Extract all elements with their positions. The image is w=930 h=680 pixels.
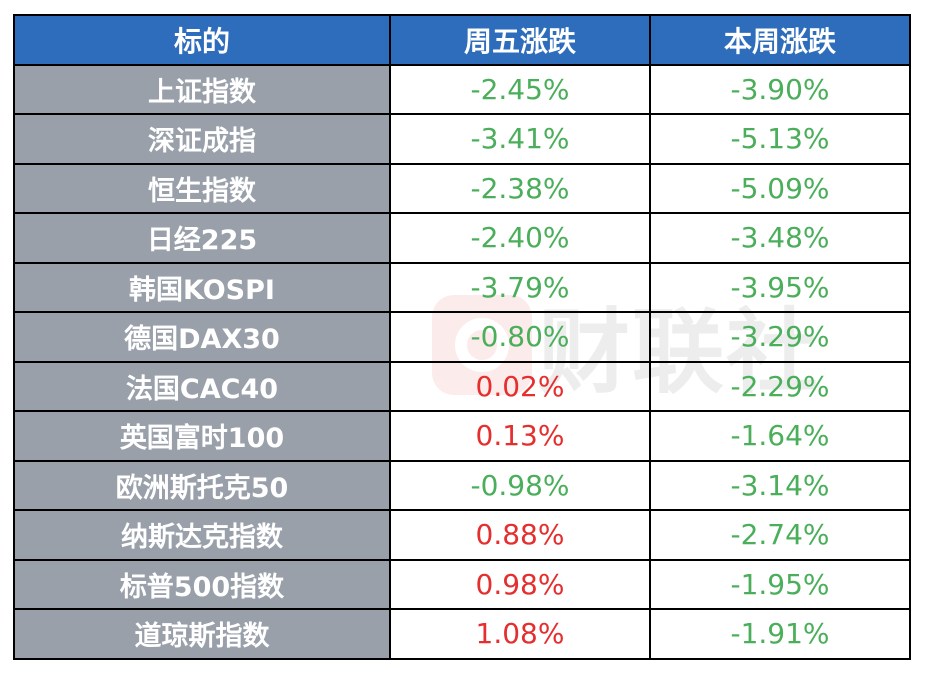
- friday-change: 1.08%: [389, 608, 651, 660]
- friday-change: -2.38%: [389, 162, 651, 214]
- weekly-change: -2.74%: [649, 509, 911, 561]
- weekly-change: -5.13%: [649, 113, 911, 165]
- header-weekly-change: 本周涨跌: [649, 14, 911, 66]
- weekly-change: -3.14%: [649, 459, 911, 511]
- instrument-name: 法国CAC40: [13, 360, 391, 412]
- header-instrument: 标的: [13, 14, 391, 66]
- instrument-name: 德国DAX30: [13, 311, 391, 363]
- table-row: 标普500指数 0.98% -1.95%: [13, 558, 911, 610]
- friday-change: -0.80%: [389, 311, 651, 363]
- friday-change: 0.88%: [389, 509, 651, 561]
- index-performance-table: 标的 周五涨跌 本周涨跌 上证指数 -2.45% -3.90% 深证成指 -3.41% -…: [13, 14, 911, 660]
- table-row: 道琼斯指数 1.08% -1.91%: [13, 608, 911, 660]
- table-row: 韩国KOSPI -3.79% -3.95%: [13, 261, 911, 313]
- instrument-name: 韩国KOSPI: [13, 261, 391, 313]
- friday-change: 0.02%: [389, 360, 651, 412]
- instrument-name: 纳斯达克指数: [13, 509, 391, 561]
- friday-change: -3.79%: [389, 261, 651, 313]
- table-row: 法国CAC40 0.02% -2.29%: [13, 360, 911, 412]
- table-row: 英国富时100 0.13% -1.64%: [13, 410, 911, 462]
- instrument-name: 恒生指数: [13, 162, 391, 214]
- instrument-name: 标普500指数: [13, 558, 391, 610]
- table-row: 欧洲斯托克50 -0.98% -3.14%: [13, 459, 911, 511]
- friday-change: 0.98%: [389, 558, 651, 610]
- table-row: 德国DAX30 -0.80% -3.29%: [13, 311, 911, 363]
- weekly-change: -3.90%: [649, 63, 911, 115]
- instrument-name: 英国富时100: [13, 410, 391, 462]
- friday-change: -2.45%: [389, 63, 651, 115]
- header-row: 标的 周五涨跌 本周涨跌: [13, 14, 911, 66]
- friday-change: -3.41%: [389, 113, 651, 165]
- friday-change: 0.13%: [389, 410, 651, 462]
- instrument-name: 道琼斯指数: [13, 608, 391, 660]
- weekly-change: -1.95%: [649, 558, 911, 610]
- weekly-change: -3.95%: [649, 261, 911, 313]
- instrument-name: 上证指数: [13, 63, 391, 115]
- header-friday-change: 周五涨跌: [389, 14, 651, 66]
- instrument-name: 深证成指: [13, 113, 391, 165]
- table-row: 纳斯达克指数 0.88% -2.74%: [13, 509, 911, 561]
- instrument-name: 欧洲斯托克50: [13, 459, 391, 511]
- table-row: 恒生指数 -2.38% -5.09%: [13, 162, 911, 214]
- weekly-change: -1.91%: [649, 608, 911, 660]
- friday-change: -0.98%: [389, 459, 651, 511]
- weekly-change: -3.48%: [649, 212, 911, 264]
- instrument-name: 日经225: [13, 212, 391, 264]
- weekly-change: -1.64%: [649, 410, 911, 462]
- weekly-change: -5.09%: [649, 162, 911, 214]
- table-row: 日经225 -2.40% -3.48%: [13, 212, 911, 264]
- table-row: 上证指数 -2.45% -3.90%: [13, 63, 911, 115]
- table-row: 深证成指 -3.41% -5.13%: [13, 113, 911, 165]
- weekly-change: -3.29%: [649, 311, 911, 363]
- weekly-change: -2.29%: [649, 360, 911, 412]
- friday-change: -2.40%: [389, 212, 651, 264]
